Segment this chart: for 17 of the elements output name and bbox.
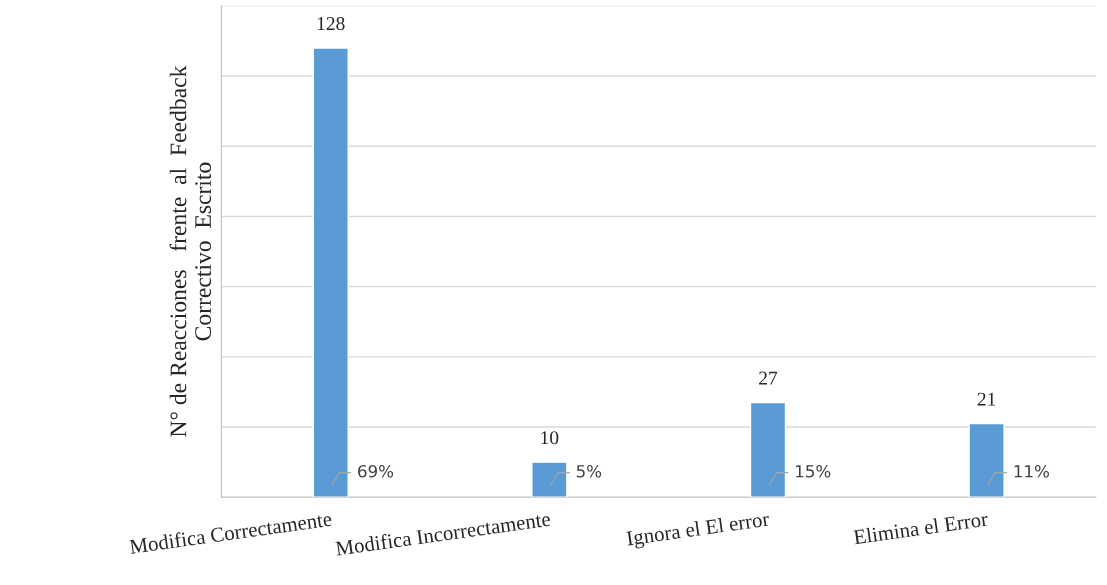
y-axis-title: N° de Reacciones frente al Feedback Correctivo Escrito bbox=[169, 65, 212, 437]
bar bbox=[531, 461, 568, 498]
x-tick-label: Elimina el Error bbox=[853, 511, 989, 545]
annotation: 69% bbox=[358, 464, 394, 478]
x-tick-label: Modifica Incorrectamente bbox=[335, 511, 551, 556]
bar bbox=[312, 47, 349, 498]
data-label: 10 bbox=[541, 431, 559, 445]
x-tick-label: Modifica Correctamente bbox=[129, 511, 333, 554]
bar bbox=[968, 422, 1005, 498]
x-tick-label: Ignora el El error bbox=[626, 511, 771, 550]
data-label: 21 bbox=[977, 392, 996, 406]
data-label: 128 bbox=[317, 17, 345, 31]
bar bbox=[749, 401, 787, 498]
annotation: 5% bbox=[576, 464, 602, 478]
annotation: 11% bbox=[1014, 464, 1049, 478]
annotation: 15% bbox=[796, 464, 831, 478]
data-label: 27 bbox=[759, 371, 778, 385]
